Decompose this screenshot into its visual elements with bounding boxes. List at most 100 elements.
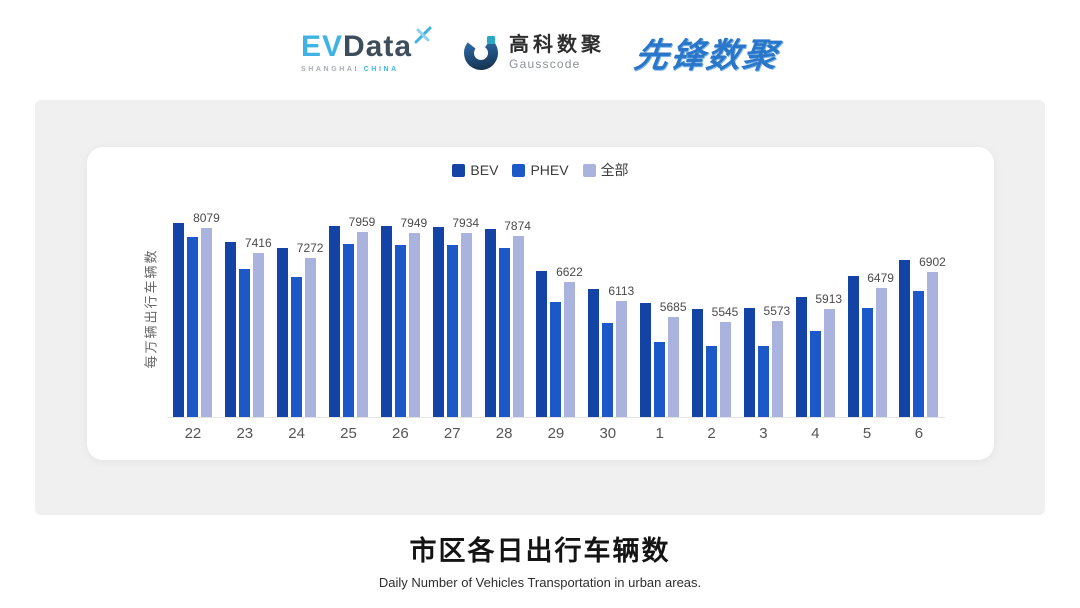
value-label-3: 5573 — [763, 304, 791, 318]
bar-group-24: 7272 — [277, 191, 323, 417]
bar-全部-23[interactable] — [253, 253, 265, 417]
chart-title: 市区各日出行车辆数 — [409, 536, 671, 566]
x-tick-3: 3 — [759, 425, 768, 442]
evdata-data-text: Data — [343, 29, 413, 63]
bar-PHEV-26[interactable] — [394, 245, 406, 417]
bar-group-22: 8079 — [173, 191, 220, 417]
value-label-23: 7416 — [244, 236, 272, 250]
bar-PHEV-1[interactable] — [654, 342, 666, 417]
bar-全部-24[interactable] — [305, 258, 317, 417]
bar-BEV-24[interactable] — [277, 248, 289, 417]
pioneer-logo: 先锋数聚 — [631, 36, 782, 75]
bar-PHEV-4[interactable] — [809, 331, 821, 417]
bar-BEV-4[interactable] — [795, 297, 807, 417]
bar-group-25: 7959 — [329, 191, 375, 417]
bar-BEV-29[interactable] — [536, 271, 548, 417]
bar-BEV-5[interactable] — [847, 276, 859, 417]
bar-PHEV-6[interactable] — [913, 291, 925, 417]
evdata-china-text: CHINA — [363, 65, 399, 73]
evdata-x-icon — [414, 26, 432, 43]
legend-swatch-BEV — [452, 163, 466, 177]
x-tick-30: 30 — [599, 425, 617, 442]
bar-全部-29[interactable] — [564, 282, 576, 417]
x-tick-6: 6 — [914, 425, 924, 442]
x-tick-27: 27 — [443, 425, 461, 442]
x-tick-5: 5 — [862, 425, 872, 442]
y-axis-label: 每万辆出行车辆数 — [143, 248, 159, 369]
bar-PHEV-2[interactable] — [706, 346, 718, 417]
x-tick-24: 24 — [288, 425, 305, 442]
bar-PHEV-23[interactable] — [239, 269, 251, 417]
bar-BEV-1[interactable] — [640, 303, 652, 417]
bar-BEV-26[interactable] — [380, 226, 392, 417]
bar-全部-4[interactable] — [823, 309, 835, 417]
bar-PHEV-3[interactable] — [757, 346, 769, 417]
bar-BEV-23[interactable] — [225, 242, 237, 417]
bar-全部-1[interactable] — [668, 317, 680, 417]
bar-BEV-2[interactable] — [692, 309, 704, 417]
bar-全部-5[interactable] — [875, 288, 887, 417]
x-tick-1: 1 — [655, 425, 664, 442]
bar-PHEV-27[interactable] — [446, 245, 458, 417]
chart-plot: 8079 7416 7272 7959 7949 7934 7874 6622 6113 5685… — [167, 191, 946, 418]
bar-group-5: 6479 — [847, 191, 894, 417]
chart-legend: BEV PHEV 全部 — [87, 160, 994, 180]
bar-全部-30[interactable] — [616, 301, 628, 417]
legend-label: PHEV — [530, 162, 569, 178]
value-label-28: 7874 — [504, 219, 531, 233]
bar-PHEV-28[interactable] — [498, 248, 510, 417]
bar-全部-3[interactable] — [771, 321, 783, 417]
bar-group-27: 7934 — [432, 191, 479, 417]
evdata-subtext: SHANGHAI CHINA — [301, 66, 399, 73]
bar-全部-2[interactable] — [720, 322, 732, 417]
chart-subtitle: Daily Number of Vehicles Transportation … — [378, 575, 702, 590]
value-label-27: 7934 — [452, 216, 480, 230]
bar-PHEV-22[interactable] — [187, 237, 199, 417]
bar-全部-28[interactable] — [512, 236, 524, 417]
x-tick-28: 28 — [495, 425, 513, 442]
evdata-logo: EV Data SHANGHAI CHINA — [300, 26, 432, 73]
bar-全部-6[interactable] — [927, 272, 939, 417]
value-label-4: 5913 — [815, 292, 843, 306]
bar-PHEV-29[interactable] — [550, 302, 562, 417]
bar-BEV-25[interactable] — [329, 226, 340, 417]
bar-group-30: 6113 — [588, 191, 634, 417]
value-label-25: 7959 — [348, 215, 376, 229]
evdata-ev-text: EV — [300, 29, 343, 63]
chart-card: BEV PHEV 全部 每万辆出行车辆数 8079 7416 7272 7959 7949 7… — [87, 147, 994, 460]
bar-BEV-6[interactable] — [899, 260, 911, 417]
value-label-29: 6622 — [556, 265, 583, 279]
bar-全部-27[interactable] — [460, 233, 472, 417]
legend-item-全部[interactable]: 全部 — [582, 160, 629, 180]
gausscode-text: 高科数聚 Gausscode — [509, 34, 605, 71]
legend-swatch-PHEV — [512, 163, 526, 177]
gausscode-cn-text: 高科数聚 — [509, 33, 606, 56]
bar-group-1: 5685 — [640, 191, 687, 417]
x-tick-26: 26 — [392, 425, 409, 442]
bar-PHEV-25[interactable] — [343, 244, 354, 417]
x-tick-4: 4 — [811, 425, 820, 442]
legend-item-PHEV[interactable]: PHEV — [512, 162, 569, 178]
bar-BEV-28[interactable] — [484, 229, 496, 417]
bar-PHEV-24[interactable] — [291, 277, 303, 417]
legend-swatch-全部 — [582, 163, 596, 177]
gausscode-icon — [464, 36, 499, 70]
bar-全部-25[interactable] — [357, 232, 368, 417]
bar-BEV-3[interactable] — [743, 308, 755, 417]
value-label-30: 6113 — [608, 284, 635, 298]
bar-PHEV-30[interactable] — [602, 323, 614, 417]
bar-BEV-27[interactable] — [432, 227, 444, 417]
bar-全部-26[interactable] — [408, 233, 420, 417]
x-tick-2: 2 — [707, 425, 716, 442]
caption: 市区各日出行车辆数 Daily Number of Vehicles Trans… — [0, 529, 1080, 590]
bar-全部-22[interactable] — [201, 228, 213, 417]
bar-PHEV-5[interactable] — [861, 308, 873, 417]
bar-group-3: 5573 — [743, 191, 790, 417]
bar-group-23: 7416 — [225, 191, 272, 417]
bar-BEV-30[interactable] — [588, 289, 600, 417]
bar-BEV-22[interactable] — [173, 223, 185, 417]
bar-group-6: 6902 — [899, 191, 946, 417]
legend-item-BEV[interactable]: BEV — [452, 162, 498, 178]
value-label-24: 7272 — [296, 241, 324, 255]
